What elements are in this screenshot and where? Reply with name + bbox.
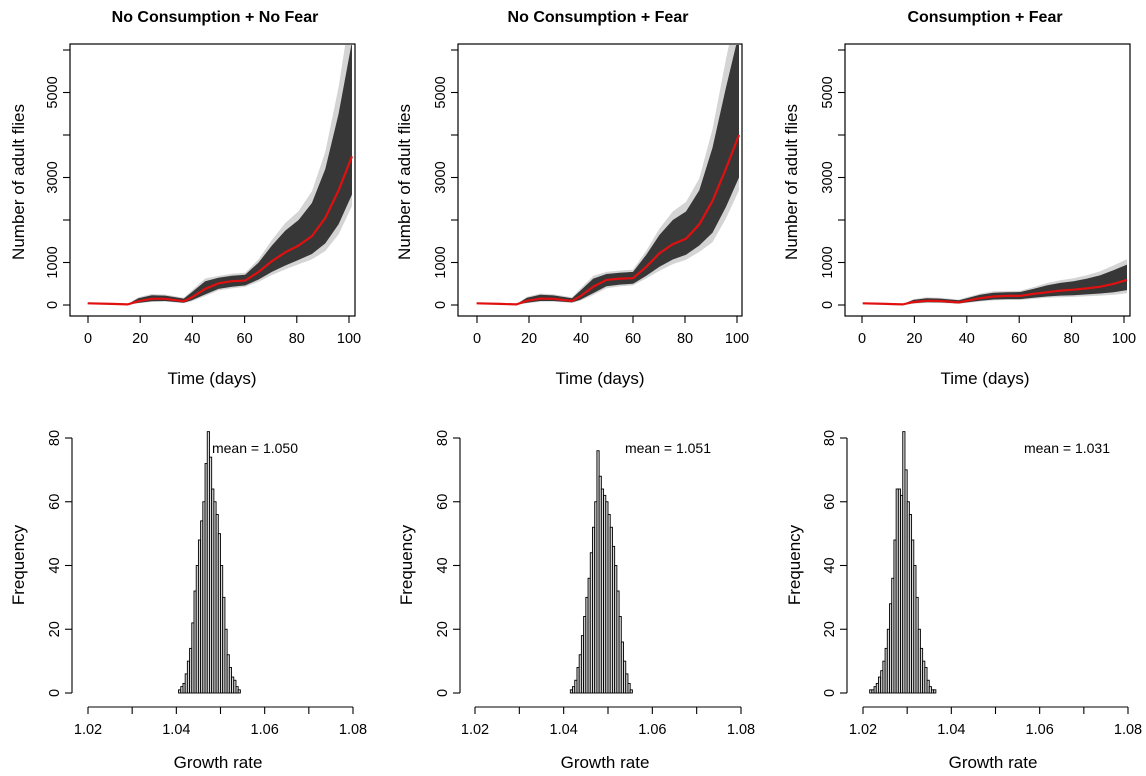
panel-4-ytick-label: 0 <box>47 689 63 697</box>
panel-6-xlabel: Growth rate <box>949 753 1038 772</box>
panel-1-trajectory-spread <box>87 45 352 305</box>
panel-3-ytick-label: 3000 <box>820 161 836 193</box>
panel-2-xtick-label: 0 <box>473 331 481 347</box>
panel-3-mean-line <box>862 278 1128 306</box>
panel-2-ytick-label: 5000 <box>433 76 449 108</box>
panel-2-title: No Consumption + Fear <box>508 9 689 26</box>
panel-4-xtick-label: 1.02 <box>74 722 102 738</box>
panel-2-xtick-label: 20 <box>521 331 537 347</box>
panel-1-title: No Consumption + No Fear <box>112 9 319 26</box>
panel-2-xtick-label: 60 <box>625 331 641 347</box>
panel-5-xtick-label: 1.08 <box>727 722 755 738</box>
panel-3-xtick-label: 100 <box>1112 331 1136 347</box>
panel-1-frame <box>69 43 356 317</box>
panel-2-ytick-label: 1000 <box>433 246 449 278</box>
panel-1-ytick-label: 0 <box>45 301 61 309</box>
panel-6-xtick-label: 1.04 <box>937 722 965 738</box>
panel-2-ylabel: Number of adult flies <box>395 104 414 260</box>
panel-1-xtick-label: 100 <box>337 331 361 347</box>
panel-5-ytick-label: 40 <box>435 557 451 573</box>
panel-6-ytick-label: 20 <box>822 621 838 637</box>
panel-4-ytick-label: 20 <box>47 621 63 637</box>
panel-5-bar <box>629 689 633 694</box>
panel-6-xtick-label: 1.02 <box>849 722 877 738</box>
panel-1-ytick-label: 3000 <box>45 161 61 193</box>
panel-5-ytick-label: 60 <box>435 494 451 510</box>
panel-2-mean-line <box>476 134 741 306</box>
panel-1-xtick-label: 60 <box>237 331 253 347</box>
panel-1-trajectory-band <box>87 45 352 305</box>
panel-3-ytick-label: 1000 <box>820 246 836 278</box>
panel-3-xtick-label: 80 <box>1064 331 1080 347</box>
panel-3-xtick-label: 40 <box>959 331 975 347</box>
panel-2-xlabel: Time (days) <box>555 369 644 388</box>
panel-1-xtick-label: 0 <box>84 331 92 347</box>
panel-5-xtick-label: 1.06 <box>638 722 666 738</box>
panel-3-ytick-label: 5000 <box>820 76 836 108</box>
panel-1-ylabel: Number of adult flies <box>9 104 28 260</box>
panel-1-xtick-label: 20 <box>132 331 148 347</box>
panel-4-ytick-label: 80 <box>47 430 63 446</box>
panel-2-xtick-label: 40 <box>573 331 589 347</box>
panel-3-frame <box>844 43 1131 317</box>
panel-3-xlabel: Time (days) <box>940 369 1029 388</box>
panel-5-ytick-label: 80 <box>435 430 451 446</box>
panel-4-mean-annotation: mean = 1.050 <box>212 440 298 456</box>
panel-5-ytick-label: 0 <box>435 689 451 697</box>
panel-5-bar <box>627 682 631 694</box>
panel-6-ytick-label: 40 <box>822 557 838 573</box>
panel-1-xtick-label: 40 <box>184 331 200 347</box>
panel-6-ylabel: Frequency <box>785 524 804 605</box>
panel-2-xtick-label: 80 <box>677 331 693 347</box>
panel-3-trajectory-band <box>862 264 1127 305</box>
panel-2-trajectory-spread <box>476 45 739 305</box>
panel-3-xtick-label: 20 <box>906 331 922 347</box>
panel-4-xtick-label: 1.08 <box>339 722 367 738</box>
panel-2-ytick-label: 3000 <box>433 161 449 193</box>
panel-3-xtick-label: 0 <box>858 331 866 347</box>
panel-4-xlabel: Growth rate <box>174 753 263 772</box>
panel-1-mean-line <box>87 155 354 306</box>
panel-5-mean-annotation: mean = 1.051 <box>625 440 711 456</box>
panel-6-ytick-label: 80 <box>822 430 838 446</box>
panel-6-xtick-label: 1.06 <box>1026 722 1054 738</box>
panel-1-ytick-label: 1000 <box>45 246 61 278</box>
panel-3-xtick-label: 60 <box>1011 331 1027 347</box>
panel-5-xtick-label: 1.02 <box>461 722 489 738</box>
panel-6-mean-annotation: mean = 1.031 <box>1024 440 1110 456</box>
panel-4-ylabel: Frequency <box>9 524 28 605</box>
panel-3-trajectory-spread <box>862 259 1127 305</box>
panel-2-trajectory-band <box>476 45 739 305</box>
panel-2-xtick-label: 100 <box>725 331 749 347</box>
panel-6-ytick-label: 0 <box>822 689 838 697</box>
panel-1-ytick-label: 5000 <box>45 76 61 108</box>
panel-4-bar <box>237 689 241 694</box>
panel-6-ytick-label: 60 <box>822 494 838 510</box>
panel-1-xlabel: Time (days) <box>167 369 256 388</box>
panel-4-xtick-label: 1.04 <box>162 722 190 738</box>
panel-5-xlabel: Growth rate <box>561 753 650 772</box>
panel-2-frame <box>457 43 743 317</box>
panel-1-xtick-label: 80 <box>289 331 305 347</box>
panel-4-ytick-label: 60 <box>47 494 63 510</box>
panel-6-bar <box>933 689 937 694</box>
panel-3-title: Consumption + Fear <box>907 9 1062 26</box>
panel-3-ytick-label: 0 <box>820 301 836 309</box>
panel-4-xtick-label: 1.06 <box>251 722 279 738</box>
panel-2-ytick-label: 0 <box>433 301 449 309</box>
panel-5-ylabel: Frequency <box>397 524 416 605</box>
panel-6-xtick-label: 1.08 <box>1114 722 1142 738</box>
panel-5-xtick-label: 1.04 <box>550 722 578 738</box>
panel-5-ytick-label: 20 <box>435 621 451 637</box>
panel-3-ylabel: Number of adult flies <box>782 104 801 260</box>
panel-4-ytick-label: 40 <box>47 557 63 573</box>
